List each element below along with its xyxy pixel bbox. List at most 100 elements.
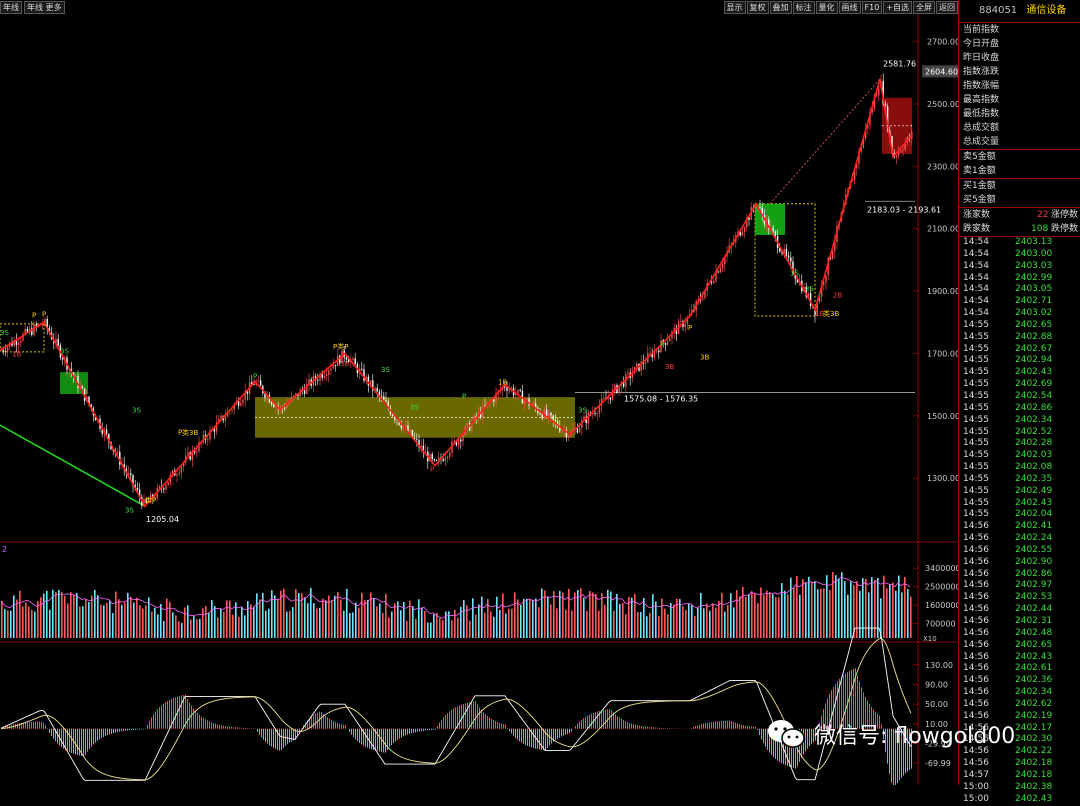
volume-bar <box>460 607 462 638</box>
volume-bar <box>124 602 126 638</box>
volume-bar <box>253 607 255 638</box>
volume-bar <box>502 593 504 638</box>
add-watchlist-button[interactable]: +自选 <box>883 1 912 14</box>
volume-bar <box>373 598 375 638</box>
f10-button[interactable]: F10 <box>862 1 883 14</box>
volume-bar <box>613 611 615 638</box>
candle-body <box>447 457 448 458</box>
volume-bar <box>103 605 105 638</box>
macd-bar <box>163 704 164 729</box>
macd-bar <box>169 700 170 729</box>
macd-bar <box>39 721 40 728</box>
candle-body <box>75 376 76 377</box>
macd-bar <box>267 729 268 744</box>
macd-bar <box>641 726 642 729</box>
macd-bar <box>335 722 336 729</box>
restore-rights-button[interactable]: 复权 <box>747 1 769 14</box>
quant-button[interactable]: 量化 <box>816 1 838 14</box>
macd-bar <box>515 729 516 738</box>
volume-bar <box>553 591 555 638</box>
macd-bar <box>181 696 182 729</box>
macd-bar <box>707 723 708 729</box>
tick-time: 15:00 <box>963 794 989 804</box>
macd-bar <box>497 722 498 729</box>
quote-fields: 当前指数 今日开盘 昨日收盘 指数涨跌 指数涨幅 最高指数 最低指数 总成交额 … <box>959 23 1080 149</box>
macd-bar <box>733 722 734 729</box>
candle-body <box>506 387 507 390</box>
tab-more[interactable]: 年线 更多 <box>24 1 65 14</box>
volume-bar <box>34 611 36 638</box>
signal-label: 3S <box>805 285 814 293</box>
macd-bar <box>425 729 426 731</box>
field-change-pct: 指数涨幅 <box>959 79 1080 93</box>
candle-body <box>649 353 650 354</box>
macd-bar <box>411 729 412 734</box>
candle-body <box>317 380 318 381</box>
volume-bar <box>304 597 306 638</box>
volume-bar <box>661 599 663 638</box>
volume-bar <box>121 605 123 638</box>
volume-bar <box>907 589 909 638</box>
tick-time: 14:55 <box>963 403 989 413</box>
fullscreen-button[interactable]: 全屏 <box>913 1 935 14</box>
volume-bar <box>349 613 351 638</box>
tick-time: 14:56 <box>963 545 989 555</box>
overlay-button[interactable]: 叠加 <box>770 1 792 14</box>
macd-bar <box>95 729 96 743</box>
volume-unit-label: X10 <box>923 635 937 643</box>
candle-body <box>7 347 8 352</box>
macd-bar <box>215 724 216 729</box>
volume-bar <box>886 588 888 638</box>
macd-tick-label: 50.00 <box>925 700 948 709</box>
tick-price: 2402.17 <box>1015 723 1052 735</box>
price-tick-label: 1700.00 <box>927 349 958 358</box>
macd-bar <box>47 729 48 730</box>
volume-bar <box>775 597 777 638</box>
candle-body <box>603 398 604 399</box>
tick-time: 14:54 <box>963 237 989 247</box>
tick-time: 14:57 <box>963 770 989 780</box>
macd-bar <box>569 729 570 734</box>
macd-bar <box>451 710 452 729</box>
macd-dif-line <box>1 628 911 780</box>
tick-price: 2402.34 <box>1015 687 1052 699</box>
volume-bar <box>313 603 315 638</box>
tab-year[interactable]: 年线 <box>0 1 22 14</box>
signal-label: 2B <box>833 291 842 299</box>
annotate-button[interactable]: 标注 <box>793 1 815 14</box>
volume-bar <box>181 623 183 638</box>
tick-time: 14:55 <box>963 498 989 508</box>
volume-bar <box>772 594 774 638</box>
macd-bar <box>145 729 146 730</box>
macd-bar <box>173 698 174 729</box>
volume-bar <box>139 605 141 638</box>
signal-label: P <box>430 465 434 473</box>
volume-bar <box>208 613 210 638</box>
candle-body <box>187 453 188 456</box>
candle-body <box>271 402 272 404</box>
tick-time: 14:55 <box>963 486 989 496</box>
back-button[interactable]: 返回 <box>936 1 958 14</box>
volume-bar <box>427 623 429 638</box>
display-button[interactable]: 显示 <box>724 1 746 14</box>
volume-bar <box>565 610 567 638</box>
signal-label: 3S <box>578 407 587 415</box>
macd-bar <box>747 726 748 729</box>
macd-bar <box>121 729 122 732</box>
draw-line-button[interactable]: 画线 <box>839 1 861 14</box>
tick-price: 2402.43 <box>1015 498 1052 510</box>
volume-bar <box>64 596 66 638</box>
chart-area[interactable]: 2700.002500.002300.002100.001900.001700.… <box>0 14 958 785</box>
volume-bar <box>226 600 228 638</box>
macd-bar <box>243 728 244 729</box>
candle-body <box>550 413 551 416</box>
macd-bar <box>341 724 342 729</box>
macd-bar <box>313 715 314 729</box>
volume-bar <box>196 619 198 638</box>
macd-bar <box>415 729 416 733</box>
